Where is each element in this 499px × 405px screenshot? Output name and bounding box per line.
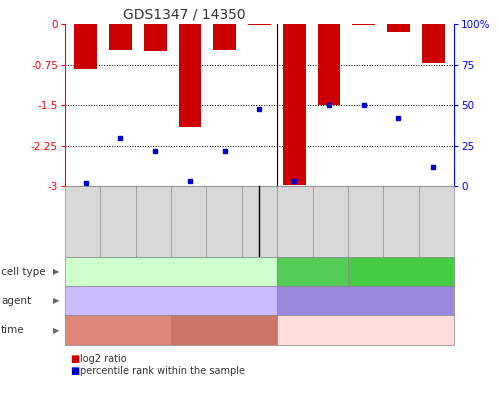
Text: MSC: MSC (160, 267, 183, 277)
Bar (109, 24, 132, 50)
Text: 48 h: 48 h (213, 325, 236, 335)
Text: ▶: ▶ (52, 326, 59, 335)
Bar (387, 24, 410, 32)
Text: ▶: ▶ (52, 267, 59, 276)
Text: log2 ratio: log2 ratio (80, 354, 126, 364)
Bar (318, 24, 340, 105)
Text: time: time (1, 325, 24, 335)
Text: control: control (347, 296, 384, 306)
Bar (144, 24, 167, 51)
Text: cell type: cell type (1, 267, 45, 277)
Bar (179, 24, 201, 127)
Text: DMSO/BHA: DMSO/BHA (142, 296, 200, 306)
Text: 6 h: 6 h (110, 325, 126, 335)
Text: ■: ■ (70, 354, 79, 364)
Text: control: control (347, 325, 384, 335)
Bar (283, 24, 305, 185)
Text: fetal brain: fetal brain (285, 267, 339, 277)
Bar (352, 24, 375, 25)
Bar (74, 24, 97, 69)
Text: adult liver: adult liver (375, 267, 428, 277)
Text: agent: agent (1, 296, 31, 306)
Bar (248, 24, 271, 26)
Bar (214, 24, 236, 50)
Text: ■: ■ (70, 366, 79, 376)
Bar (422, 24, 445, 63)
Text: GDS1347 / 14350: GDS1347 / 14350 (123, 8, 246, 22)
Text: percentile rank within the sample: percentile rank within the sample (80, 366, 245, 376)
Text: ▶: ▶ (52, 296, 59, 305)
